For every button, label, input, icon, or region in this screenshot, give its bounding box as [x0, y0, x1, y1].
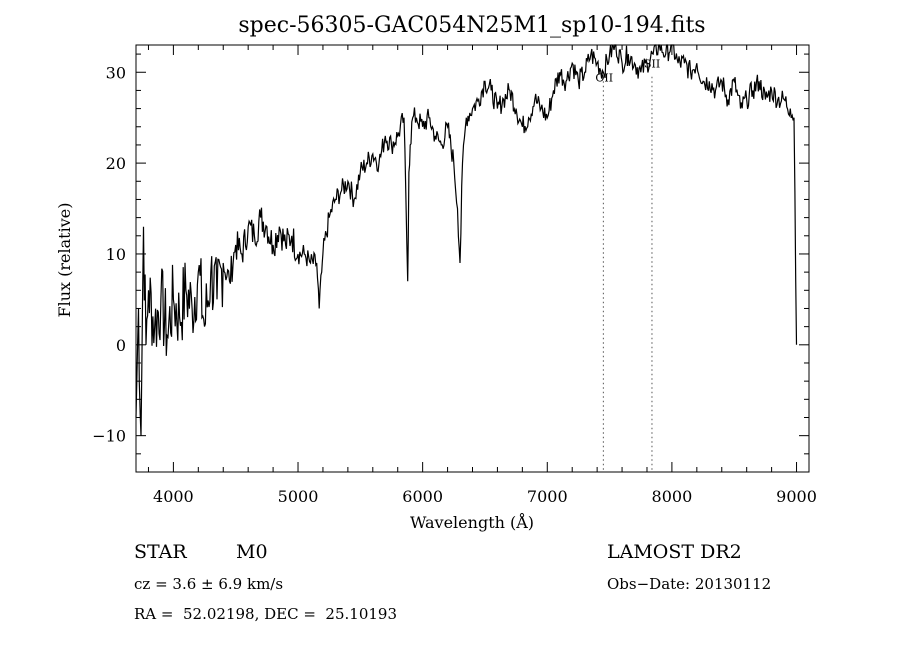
object-subclass: M0: [236, 541, 268, 563]
emission-line-markers: OII SII: [595, 58, 660, 472]
sky-coordinates: RA = 52.02198, DEC = 25.10193: [134, 605, 398, 623]
object-class: STAR: [134, 541, 187, 563]
plot-frame: [135, 44, 810, 473]
x-tick-label: 6000: [402, 487, 443, 506]
y-tick-label: 20: [106, 154, 126, 173]
chart-title: spec-56305-GAC054N25M1_sp10-194.fits: [238, 13, 705, 38]
x-tick-label: 5000: [278, 487, 319, 506]
x-tick-label: 4000: [153, 487, 194, 506]
y-tick-label: 30: [106, 63, 126, 82]
line-label-sii: SII: [644, 58, 660, 71]
line-label-oii: OII: [595, 72, 613, 85]
flux-series-line: [135, 44, 798, 436]
x-tick-label: 9000: [776, 487, 817, 506]
y-tick-label: −10: [92, 427, 126, 446]
survey-name: LAMOST DR2: [607, 541, 742, 563]
redshift-velocity: cz = 3.6 ± 6.9 km/s: [134, 575, 284, 593]
x-axis-label: Wavelength (Å): [410, 512, 534, 532]
y-tick-label: 10: [106, 245, 126, 264]
observation-date: Obs−Date: 20130112: [607, 575, 772, 593]
y-tick-label: 0: [116, 336, 126, 355]
x-tick-labels: 4000 5000 6000 7000 8000 9000: [153, 487, 817, 506]
axis-ticks: [136, 45, 809, 473]
y-tick-labels: −10 0 10 20 30: [92, 63, 126, 445]
x-tick-label: 7000: [527, 487, 568, 506]
y-axis-label: Flux (relative): [55, 203, 74, 318]
x-tick-label: 8000: [652, 487, 693, 506]
